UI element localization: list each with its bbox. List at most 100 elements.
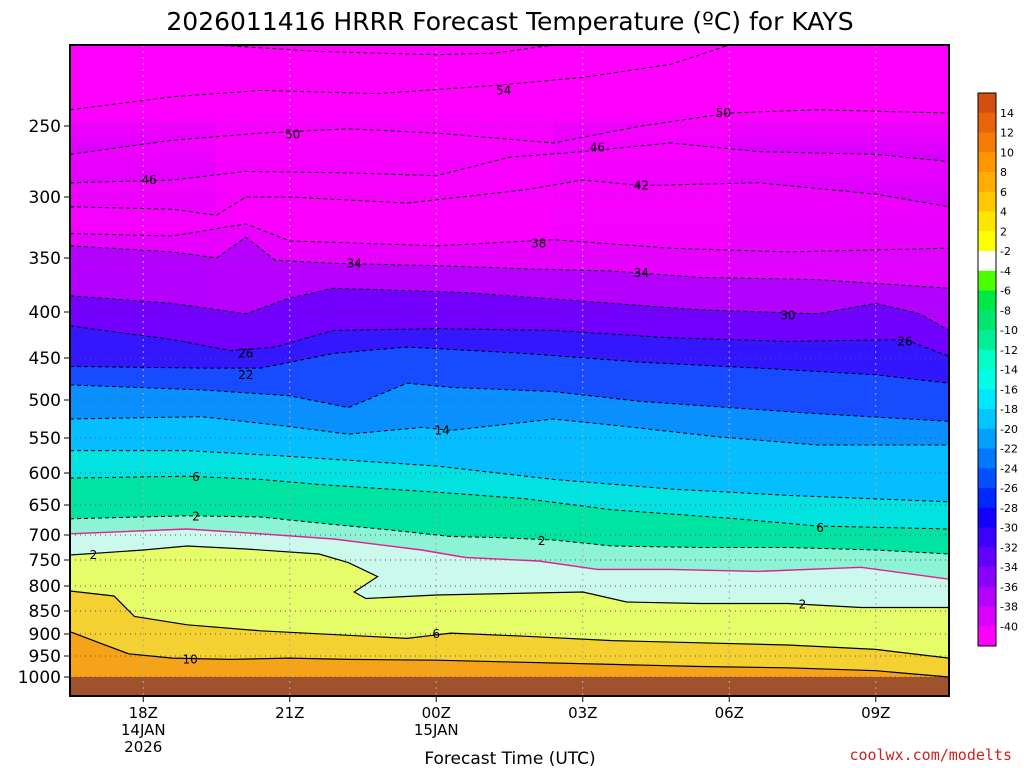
x-tick-label: 15JAN [414,721,459,739]
colorbar-swatch [978,626,996,647]
colorbar-label: -22 [1000,443,1018,456]
colorbar-swatch [978,349,996,370]
colorbar-label: 12 [1000,127,1014,140]
y-tick-label: 250 [29,117,61,137]
contour-lines [70,45,949,678]
contour-line [70,346,949,384]
temperature-bands [70,45,949,696]
colorbar-label: -6 [1000,285,1011,298]
contour-line [70,450,949,503]
colorbar-swatch [978,369,996,390]
colorbar-frame [977,92,997,647]
contour-line [70,236,949,289]
contour-label: 34 [634,266,649,280]
colorbar-label: -16 [1000,383,1018,396]
contour-label: 6 [432,627,440,641]
colorbar-swatch [978,409,996,430]
colorbar-swatch [978,132,996,153]
colorbar-swatch [978,270,996,291]
y-tick-label: 400 [29,303,61,323]
contour-line [70,109,949,155]
colorbar-swatch [978,290,996,311]
colorbar-label: 10 [1000,146,1014,159]
colorbar-swatch [978,448,996,469]
contour-label: 54 [496,83,511,97]
contour-line [70,631,949,678]
colorbar-label: 8 [1000,166,1007,179]
contour-label: 14 [434,423,449,437]
colorbar-label: 6 [1000,186,1007,199]
contour-label: 42 [634,179,649,193]
colorbar-label: -14 [1000,364,1018,377]
colorbar-label: -10 [1000,324,1018,337]
colorbar-label: -40 [1000,620,1018,633]
colorbar-swatch [978,251,996,272]
contour-line [70,223,949,253]
contour-label: 6 [192,470,200,484]
colorbar-label: -34 [1000,561,1018,574]
contour-label: 30 [780,309,795,323]
ground-layer [70,677,949,696]
y-tick-label: 550 [29,429,61,449]
y-tick-label: 850 [29,602,61,622]
x-tick-label: 2026 [124,738,162,756]
contour-label: 50 [285,128,300,142]
colorbar-swatch [978,527,996,548]
contour-label: 38 [531,236,546,250]
contour-line [70,515,949,555]
colorbar-swatch [978,172,996,193]
x-tick-label: 21Z [275,704,304,722]
y-tick-label: 450 [29,349,61,369]
colorbar-label: -32 [1000,541,1018,554]
colorbar-label: -30 [1000,522,1018,535]
colorbar-swatch [978,428,996,449]
colorbar-swatch [978,330,996,351]
x-tick-label: 06Z [715,704,744,722]
colorbar-label: -26 [1000,482,1018,495]
colorbar-swatch [978,231,996,252]
y-tick-label: 350 [29,249,61,269]
y-tick-label: 650 [29,496,61,516]
contour-label: 50 [716,106,731,120]
contour-label: 22 [238,368,253,382]
colorbar-label: 2 [1000,225,1007,238]
contour-line [70,382,949,422]
colorbar-label: 14 [1000,107,1014,120]
credit-text: coolwx.com/modelts [849,746,1012,764]
colorbar-swatch [978,310,996,331]
colorbar-swatch [978,468,996,489]
colorbar-label: -36 [1000,581,1018,594]
contour-line [70,45,730,111]
contour-label: 2 [538,534,546,548]
colorbar: 14 12 10 8 6 4 2 -2 -4 -6 -8 -10 -12 -14 -16 -18 -20 -22 -… [977,92,1018,647]
x-tick-label: 03Z [568,704,597,722]
colorbar-swatch [978,567,996,588]
colorbar-swatch [978,547,996,568]
grid-lines [70,45,949,696]
colorbar-swatch [978,93,996,114]
colorbar-label: -2 [1000,245,1011,258]
colorbar-label: -28 [1000,502,1018,515]
contour-label: 46 [141,173,156,187]
colorbar-swatch [978,152,996,173]
x-tick-label: 00Z [422,704,451,722]
y-tick-label: 900 [29,625,61,645]
plot-frame [69,44,950,697]
colorbar-swatch [978,488,996,509]
colorbar-label: -18 [1000,403,1018,416]
colorbar-label: 4 [1000,206,1007,219]
contour-label: 34 [347,256,362,270]
chart-title: 2026011416 HRRR Forecast Temperature (ºC… [166,7,853,36]
colorbar-label: -8 [1000,304,1011,317]
contour-line [70,142,949,184]
x-tick-label: 14JAN [121,721,166,739]
contour-label: 2 [799,598,807,612]
contour-label: 10 [182,652,197,666]
colorbar-swatch [978,389,996,410]
colorbar-swatch [978,112,996,133]
y-tick-label: 500 [29,391,61,411]
contour-label: 2 [90,548,98,562]
colorbar-swatch [978,507,996,528]
